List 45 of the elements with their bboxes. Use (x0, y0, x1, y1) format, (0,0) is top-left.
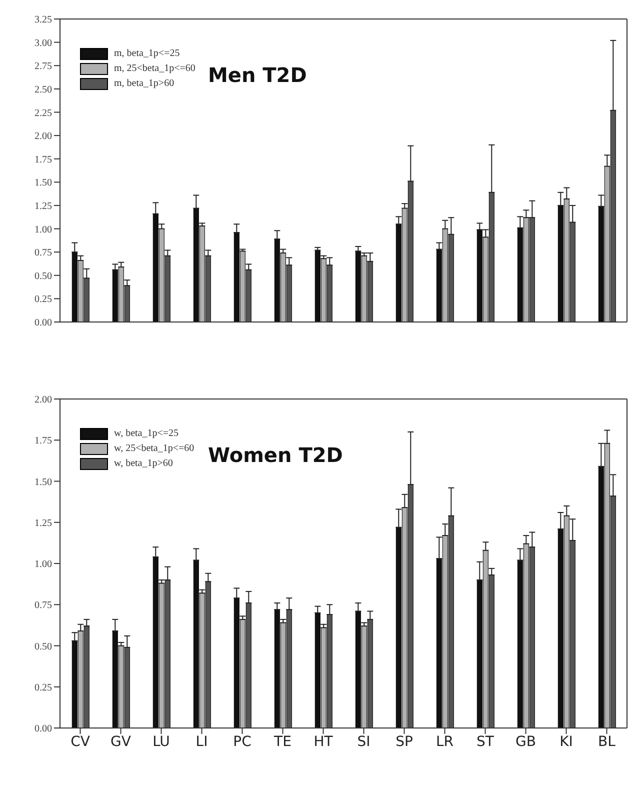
y-tick-label: 2.25 (34, 108, 52, 119)
x-tick-label: SI (357, 734, 370, 750)
y-tick-label: 2.75 (34, 61, 52, 72)
x-tick-label: TE (273, 734, 292, 750)
text: Men T2D (208, 63, 307, 87)
legend-label: m, beta_1p>60 (114, 78, 174, 89)
x-tick-label: LR (436, 734, 454, 750)
x-tick-label: HT (314, 734, 334, 750)
x-tick-label: BL (598, 734, 616, 750)
y-tick-label: 1.00 (34, 559, 52, 570)
y-tick-label: 1.25 (34, 201, 52, 212)
y-tick-label: 1.25 (34, 518, 52, 529)
x-tick-label: ST (476, 734, 494, 750)
legend-label: w, beta_1p<=25 (114, 428, 179, 439)
y-tick-label: 0.50 (34, 641, 52, 652)
x-tick-label: LI (196, 734, 208, 750)
y-tick-label: 1.75 (34, 154, 52, 166)
text: Women T2D (208, 443, 343, 467)
x-tick-label: LU (152, 734, 170, 750)
y-tick-label: 0.25 (34, 682, 52, 694)
y-tick-label: 2.00 (34, 394, 52, 406)
y-tick-label: 0.75 (34, 248, 52, 259)
x-tick-label: SP (396, 734, 413, 750)
y-tick-label: 1.75 (34, 436, 52, 447)
y-tick-label: 2.50 (34, 84, 52, 96)
legend-label: w, beta_1p>60 (114, 458, 173, 469)
x-tick-label: GB (516, 734, 536, 750)
legend-label: m, beta_1p<=25 (114, 48, 180, 59)
y-tick-label: 1.00 (34, 224, 52, 236)
y-tick-label: 3.00 (34, 38, 52, 49)
x-tick-label: PC (233, 734, 252, 750)
legend-label: w, 25<beta_1p<=60 (114, 443, 194, 454)
y-tick-label: 0.50 (34, 270, 52, 282)
y-tick-label: 1.50 (34, 178, 52, 189)
x-tick-label: CV (70, 734, 90, 750)
legend-label: m, 25<beta_1p<=60 (114, 63, 196, 74)
y-tick-label: 0.25 (34, 294, 52, 306)
x-tick-label: KI (560, 734, 573, 750)
x-tick-label: GV (110, 734, 132, 750)
y-tick-label: 0.00 (34, 318, 52, 329)
y-tick-label: 0.00 (34, 724, 52, 735)
y-tick-label: 0.75 (34, 600, 52, 612)
y-tick-label: 3.25 (34, 14, 52, 26)
y-tick-label: 1.50 (34, 476, 52, 488)
y-tick-label: 2.00 (34, 131, 52, 142)
